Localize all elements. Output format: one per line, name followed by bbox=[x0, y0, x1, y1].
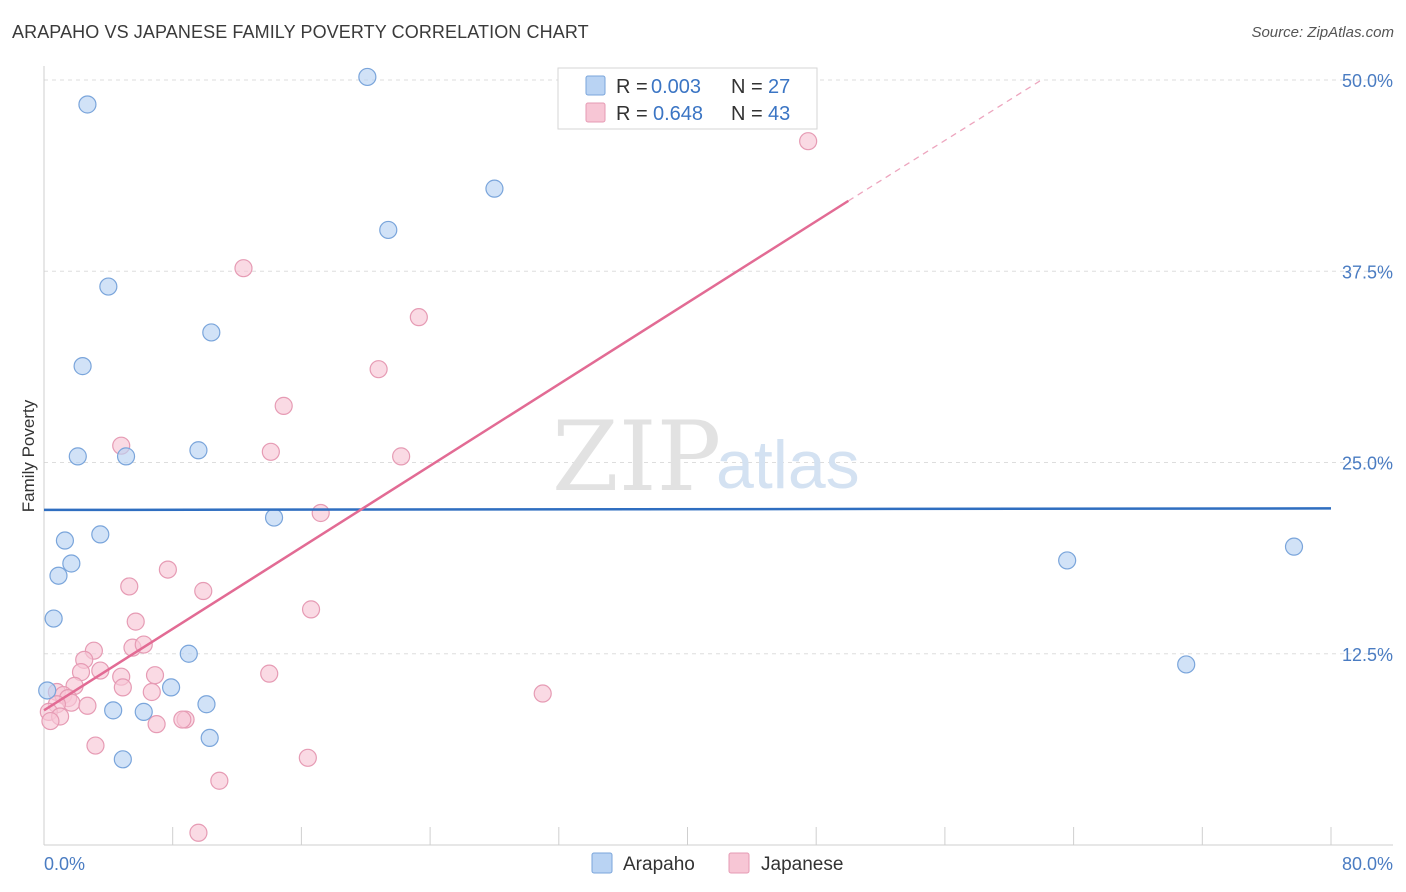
series-legend: Arapaho Japanese bbox=[591, 852, 843, 875]
arapaho-point bbox=[485, 179, 504, 198]
japanese-point bbox=[260, 664, 279, 683]
arapaho-point bbox=[358, 67, 377, 87]
arapaho-point bbox=[62, 554, 81, 573]
arapaho-trend-line bbox=[43, 507, 1332, 512]
arapaho-point bbox=[116, 447, 136, 466]
legend-arapaho-n-value: 27 bbox=[768, 76, 790, 98]
watermark-atlas: atlas bbox=[716, 427, 860, 503]
bottom-legend-japanese-label: Japanese bbox=[761, 854, 843, 875]
legend-japanese-n-label: N = bbox=[731, 103, 763, 125]
japanese-point bbox=[78, 696, 97, 715]
y-tick-label: 50.0% bbox=[1342, 71, 1393, 91]
japanese-point bbox=[189, 823, 208, 842]
grid-lines bbox=[44, 79, 1393, 655]
y-tick-label: 25.0% bbox=[1342, 454, 1393, 474]
arapaho-series bbox=[38, 67, 1304, 769]
legend-arapaho-r-value: 0.003 bbox=[651, 76, 701, 98]
arapaho-point bbox=[379, 220, 398, 240]
japanese-point bbox=[392, 447, 411, 466]
bottom-legend-arapaho-label: Arapaho bbox=[623, 854, 695, 875]
x-tick-max: 80.0% bbox=[1342, 854, 1393, 874]
arapaho-point bbox=[202, 323, 221, 342]
arapaho-point bbox=[134, 702, 153, 721]
arapaho-point bbox=[68, 447, 87, 466]
watermark-zip: ZIP bbox=[552, 401, 721, 513]
arapaho-point bbox=[104, 701, 123, 720]
arapaho-point bbox=[38, 681, 57, 700]
y-tick-label: 37.5% bbox=[1342, 262, 1393, 282]
japanese-point bbox=[194, 581, 213, 601]
japanese-point bbox=[533, 684, 552, 703]
chart-title: ARAPAHO VS JAPANESE FAMILY POVERTY CORRE… bbox=[12, 22, 589, 42]
x-tick-min: 0.0% bbox=[44, 854, 85, 874]
arapaho-point bbox=[78, 95, 97, 114]
bottom-legend-arapaho-swatch bbox=[591, 852, 613, 874]
japanese-point bbox=[261, 442, 280, 461]
japanese-point bbox=[126, 612, 145, 631]
japanese-trend-line bbox=[43, 199, 850, 712]
arapaho-point bbox=[1284, 537, 1304, 556]
arapaho-point bbox=[200, 728, 219, 748]
y-axis-label: Family Poverty bbox=[19, 399, 38, 512]
japanese-point bbox=[113, 678, 132, 697]
japanese-point bbox=[298, 748, 317, 767]
arapaho-point bbox=[1177, 655, 1196, 674]
arapaho-point bbox=[264, 508, 284, 527]
japanese-point bbox=[147, 715, 166, 734]
legend-japanese-r-label: R = bbox=[616, 103, 648, 125]
japanese-point bbox=[142, 682, 161, 702]
legend-japanese-r-value: 0.648 bbox=[653, 103, 703, 125]
arapaho-point bbox=[189, 441, 208, 460]
japanese-point bbox=[41, 711, 60, 731]
japanese-point bbox=[86, 736, 105, 755]
correlation-legend: R = 0.003 N = 27 R = 0.648 N = 43 bbox=[557, 67, 818, 130]
japanese-point bbox=[301, 600, 321, 619]
arapaho-point bbox=[1058, 551, 1077, 570]
legend-arapaho-swatch bbox=[585, 75, 606, 96]
japanese-point bbox=[120, 577, 139, 596]
source-credit: Source: ZipAtlas.com bbox=[1251, 24, 1394, 41]
legend-japanese-n-value: 43 bbox=[768, 103, 790, 125]
japanese-point bbox=[311, 503, 330, 523]
arapaho-point bbox=[49, 566, 68, 585]
japanese-point bbox=[369, 360, 388, 379]
japanese-point bbox=[274, 396, 293, 415]
japanese-point bbox=[173, 710, 192, 729]
japanese-point bbox=[799, 132, 818, 151]
arapaho-point bbox=[161, 678, 181, 697]
japanese-point bbox=[234, 259, 253, 278]
arapaho-point bbox=[179, 644, 198, 663]
arapaho-point bbox=[99, 277, 118, 296]
japanese-point bbox=[210, 771, 229, 790]
bottom-legend-japanese-swatch bbox=[728, 852, 750, 874]
trend-lines bbox=[43, 79, 1332, 712]
legend-arapaho-r-label: R = bbox=[616, 76, 648, 98]
arapaho-point bbox=[73, 357, 92, 376]
japanese-point bbox=[158, 560, 177, 579]
legend-arapaho-n-label: N = bbox=[731, 76, 763, 98]
arapaho-point bbox=[55, 531, 75, 550]
japanese-series bbox=[39, 132, 818, 842]
arapaho-point bbox=[113, 750, 132, 769]
arapaho-point bbox=[44, 609, 63, 628]
japanese-point bbox=[409, 308, 428, 327]
japanese-trend-extension bbox=[848, 79, 1042, 202]
japanese-point bbox=[145, 666, 165, 685]
watermark: ZIP atlas bbox=[552, 401, 860, 513]
y-tick-labels: 12.5% 25.0% 37.5% 50.0% bbox=[1342, 71, 1393, 665]
legend-japanese-swatch bbox=[585, 102, 606, 123]
y-tick-label: 12.5% bbox=[1342, 645, 1393, 665]
arapaho-point bbox=[91, 525, 110, 544]
arapaho-point bbox=[197, 695, 216, 714]
